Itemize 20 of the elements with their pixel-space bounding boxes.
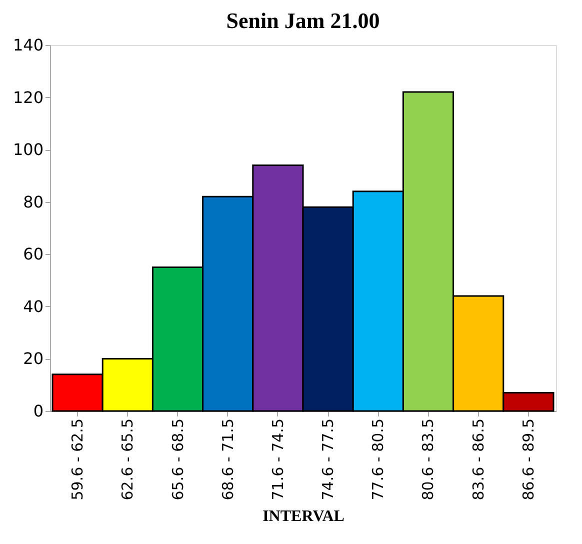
x-tick-label: 86.6 - 89.5 — [519, 418, 538, 500]
x-tick-label: 59.6 - 62.5 — [68, 418, 87, 500]
y-tick-label: 120 — [12, 88, 44, 107]
y-tick-label: 140 — [12, 36, 44, 54]
y-tick-label: 100 — [12, 140, 44, 160]
x-tick-label: 62.6 - 65.5 — [118, 418, 137, 500]
y-tick-label: 80 — [23, 192, 44, 212]
x-tick-label: 83.6 - 86.5 — [469, 418, 488, 500]
y-tick-label: 0 — [33, 402, 44, 420]
y-tick-label: 60 — [23, 244, 44, 264]
x-tick-label: 68.6 - 71.5 — [218, 418, 237, 500]
x-tick-label: 77.6 - 80.5 — [369, 418, 388, 500]
x-tick-label: 71.6 - 74.5 — [268, 418, 287, 500]
y-tick-label: 20 — [23, 349, 44, 368]
x-axis-title: INTERVAL — [262, 508, 344, 526]
x-tick-label: 80.6 - 83.5 — [419, 418, 438, 500]
chart-title: Senin Jam 21.00 — [226, 8, 380, 33]
y-tick-label: 40 — [23, 296, 44, 316]
x-tick-label: 74.6 - 77.5 — [319, 418, 338, 500]
x-tick-label: 65.6 - 68.5 — [168, 418, 187, 500]
